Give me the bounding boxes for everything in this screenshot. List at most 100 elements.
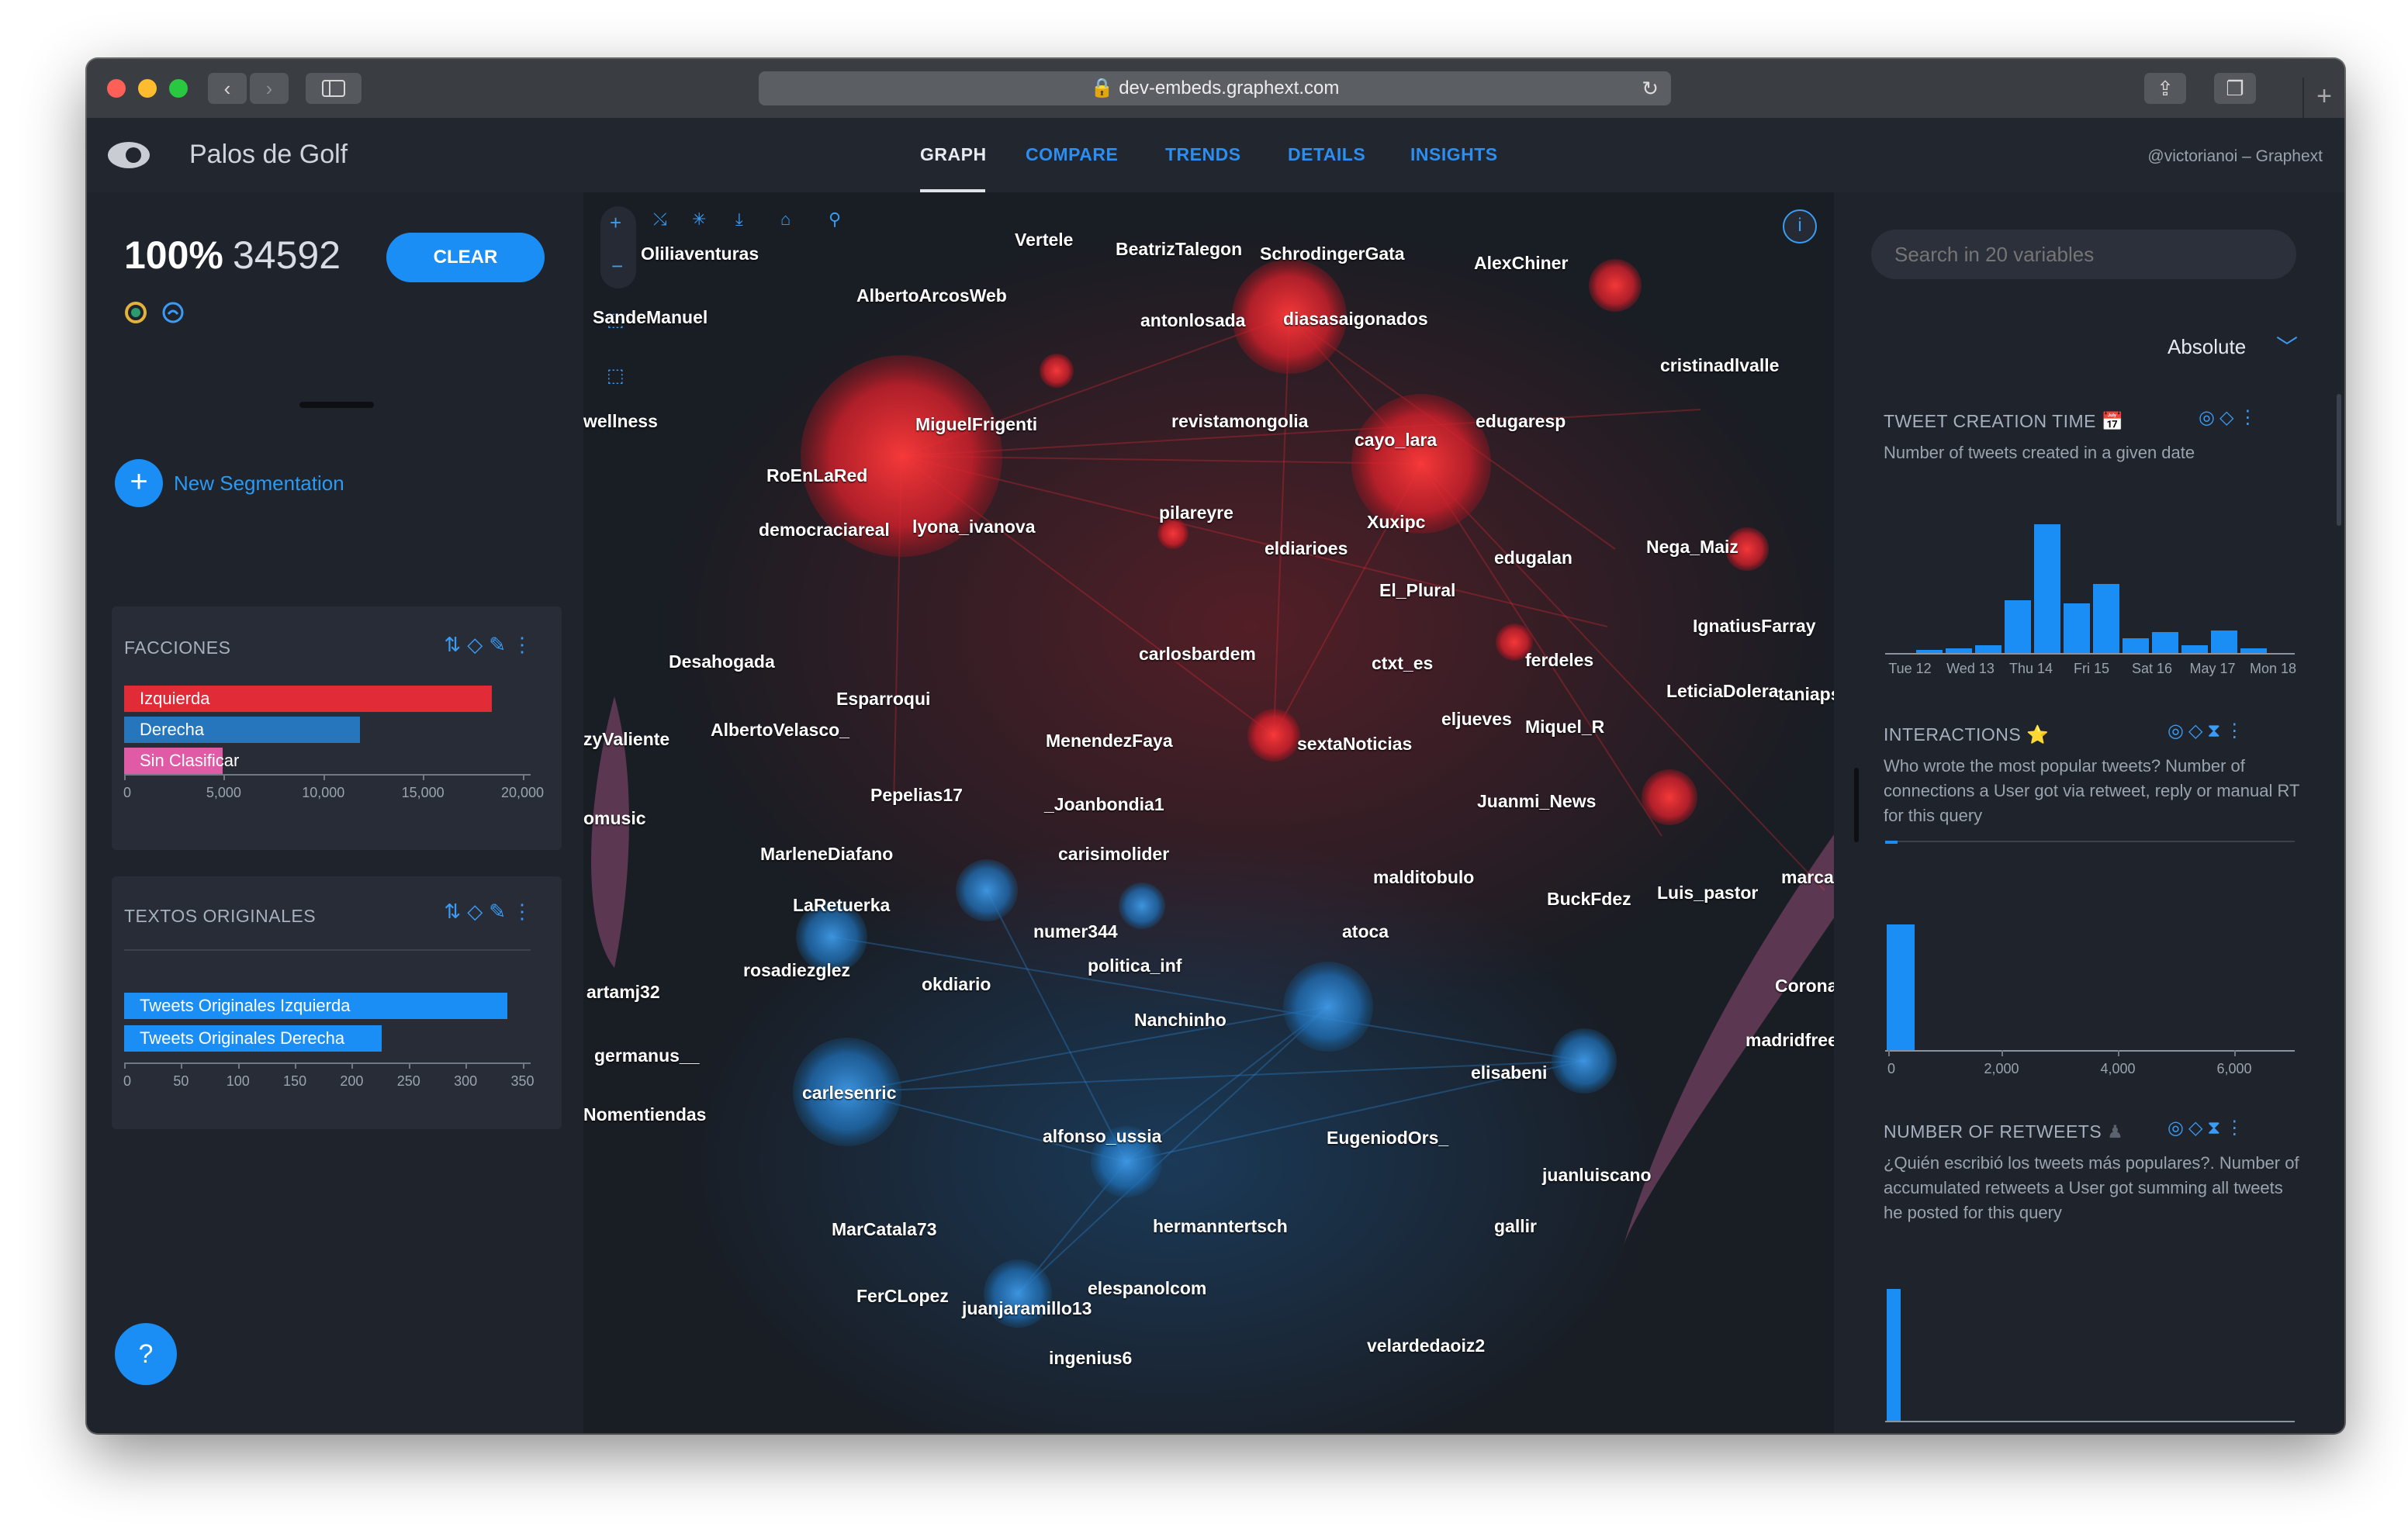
- cluster-icon[interactable]: ✳: [692, 209, 707, 229]
- node-label[interactable]: EugeniodOrs_: [1327, 1128, 1449, 1148]
- tab-compare[interactable]: COMPARE: [1026, 144, 1119, 164]
- histogram-bar[interactable]: [1975, 645, 2001, 653]
- help-button[interactable]: ?: [115, 1323, 177, 1385]
- node-label[interactable]: malditobulo: [1373, 867, 1475, 887]
- minimize-window-button[interactable]: [138, 79, 157, 98]
- address-bar[interactable]: 🔒 dev-embeds.graphext.com ↻: [759, 71, 1671, 105]
- node-label[interactable]: Nanchinho: [1134, 1010, 1226, 1030]
- filter-icon[interactable]: ◎: [2199, 407, 2219, 428]
- node-label[interactable]: RoEnLaRed: [766, 465, 868, 485]
- node-label[interactable]: democraciareal: [759, 520, 890, 540]
- reload-icon[interactable]: ↻: [1642, 77, 1659, 100]
- red-node[interactable]: [1642, 769, 1697, 825]
- node-label[interactable]: MarCatala73: [832, 1219, 937, 1239]
- node-label[interactable]: juanluiscano: [1542, 1165, 1652, 1185]
- node-label[interactable]: edugalan: [1494, 548, 1572, 568]
- node-label[interactable]: LaRetuerka: [793, 895, 891, 915]
- node-label[interactable]: MarleneDiafano: [760, 844, 894, 864]
- node-label[interactable]: MiguelFrigenti: [915, 414, 1038, 434]
- hourglass-icon[interactable]: ⧗: [2207, 720, 2226, 741]
- node-label[interactable]: germanus__: [594, 1045, 700, 1066]
- node-label[interactable]: cayo_lara: [1354, 430, 1438, 450]
- select-area-icon[interactable]: ⬚: [607, 309, 624, 330]
- node-label[interactable]: sextaNoticias: [1297, 734, 1413, 754]
- blue-node[interactable]: [1091, 1126, 1162, 1197]
- new-tab-button[interactable]: +: [2302, 78, 2344, 118]
- blue-node[interactable]: [1283, 962, 1373, 1052]
- pin-icon[interactable]: ✎: [489, 900, 512, 923]
- node-label[interactable]: FerCLopez: [856, 1286, 949, 1306]
- histogram-bar[interactable]: [2064, 603, 2090, 653]
- network-graph[interactable]: + − ⤯ ✳ ⤓ ⌂ ⚲ ⬚ ⬚ i Oliliaventuras Verte…: [583, 192, 1834, 1433]
- variables-search-input[interactable]: [1871, 230, 2296, 279]
- node-label[interactable]: AlexChiner: [1474, 253, 1569, 273]
- histogram-bar[interactable]: [2240, 648, 2267, 653]
- node-label[interactable]: carisimolider: [1058, 844, 1170, 864]
- node-label[interactable]: artamj32: [586, 982, 660, 1002]
- red-node[interactable]: [1157, 518, 1188, 549]
- node-label[interactable]: Desahogada: [669, 651, 775, 672]
- blue-hub-node[interactable]: [793, 1038, 901, 1146]
- user-label[interactable]: @victorianoi – Graphext: [2147, 147, 2323, 165]
- red-node[interactable]: [1725, 527, 1769, 571]
- sidebar-toggle-button[interactable]: [306, 73, 362, 104]
- node-label[interactable]: Esparroqui: [836, 689, 931, 709]
- new-segmentation-button[interactable]: +: [115, 459, 163, 507]
- zoom-window-button[interactable]: [169, 79, 188, 98]
- node-label[interactable]: edugaresp: [1476, 411, 1566, 431]
- sort-icon[interactable]: ⇅: [444, 900, 468, 923]
- network-graph-canvas[interactable]: [583, 192, 1834, 1433]
- tabs-overview-button[interactable]: ❐: [2214, 73, 2256, 104]
- share-button[interactable]: ⇪: [2144, 73, 2186, 104]
- lasso-icon[interactable]: ⬚: [607, 365, 624, 386]
- node-label[interactable]: El_Plural: [1379, 580, 1456, 600]
- zoom-out-icon[interactable]: −: [611, 254, 624, 278]
- node-label[interactable]: taniapsuv: [1778, 684, 1834, 704]
- node-label[interactable]: hermanntertsch: [1153, 1216, 1288, 1236]
- node-label[interactable]: antonlosada: [1140, 310, 1246, 330]
- node-label[interactable]: ctxt_es: [1372, 653, 1434, 673]
- tab-insights[interactable]: INSIGHTS: [1410, 144, 1498, 164]
- category-bar[interactable]: Izquierda: [124, 686, 492, 712]
- node-label[interactable]: rosadiezglez: [743, 960, 851, 980]
- close-window-button[interactable]: [107, 79, 126, 98]
- node-label[interactable]: Luis_pastor: [1657, 883, 1759, 903]
- forward-button[interactable]: ›: [250, 73, 289, 104]
- red-hub-node[interactable]: [1351, 394, 1491, 534]
- node-label[interactable]: _Joanbondia1: [1044, 794, 1164, 814]
- node-label[interactable]: BeatrizTalegon: [1116, 239, 1243, 259]
- drop-icon[interactable]: ◇: [2188, 720, 2208, 741]
- blue-node[interactable]: [796, 901, 867, 973]
- zoom-in-icon[interactable]: +: [610, 211, 622, 234]
- hourglass-icon[interactable]: ⧗: [2207, 1118, 2226, 1138]
- blue-node[interactable]: [1119, 883, 1165, 929]
- histogram-bar[interactable]: [2034, 524, 2060, 653]
- node-label[interactable]: CoronaVid19: [1775, 976, 1834, 996]
- blue-node[interactable]: [1552, 1028, 1617, 1093]
- node-label[interactable]: SchrodingerGata: [1260, 244, 1405, 264]
- node-label[interactable]: SandeManuel: [593, 307, 708, 327]
- mode-select[interactable]: Absolute ﹀: [2168, 335, 2298, 359]
- more-icon[interactable]: ⋮: [512, 900, 538, 923]
- node-label[interactable]: lyona_ivanova: [912, 517, 1036, 537]
- info-icon[interactable]: i: [1783, 209, 1817, 244]
- tab-details[interactable]: DETAILS: [1288, 144, 1366, 164]
- node-label[interactable]: omusic: [583, 808, 646, 828]
- node-label[interactable]: atoca: [1342, 921, 1389, 941]
- node-label[interactable]: madridfree: [1745, 1030, 1834, 1050]
- histogram-bar[interactable]: [2152, 632, 2178, 653]
- node-label[interactable]: gallir: [1494, 1216, 1537, 1236]
- search-icon[interactable]: ⚲: [829, 209, 842, 229]
- panel-scrollbar[interactable]: [2337, 394, 2341, 526]
- filter-icon[interactable]: ◎: [2168, 1118, 2188, 1138]
- red-hub-node[interactable]: [1232, 259, 1347, 374]
- histogram-bar[interactable]: [1946, 648, 1972, 653]
- node-label[interactable]: Nega_Maiz: [1646, 537, 1739, 557]
- red-hub-node[interactable]: [801, 355, 1002, 557]
- histogram-bar[interactable]: [2211, 631, 2237, 653]
- node-label[interactable]: cristinadlvalle: [1660, 355, 1780, 375]
- red-node[interactable]: [1589, 259, 1642, 312]
- node-label[interactable]: LeticiaDolera: [1666, 681, 1779, 701]
- drop-icon[interactable]: ◇: [2188, 1118, 2208, 1138]
- node-label[interactable]: BuckFdez: [1547, 889, 1631, 909]
